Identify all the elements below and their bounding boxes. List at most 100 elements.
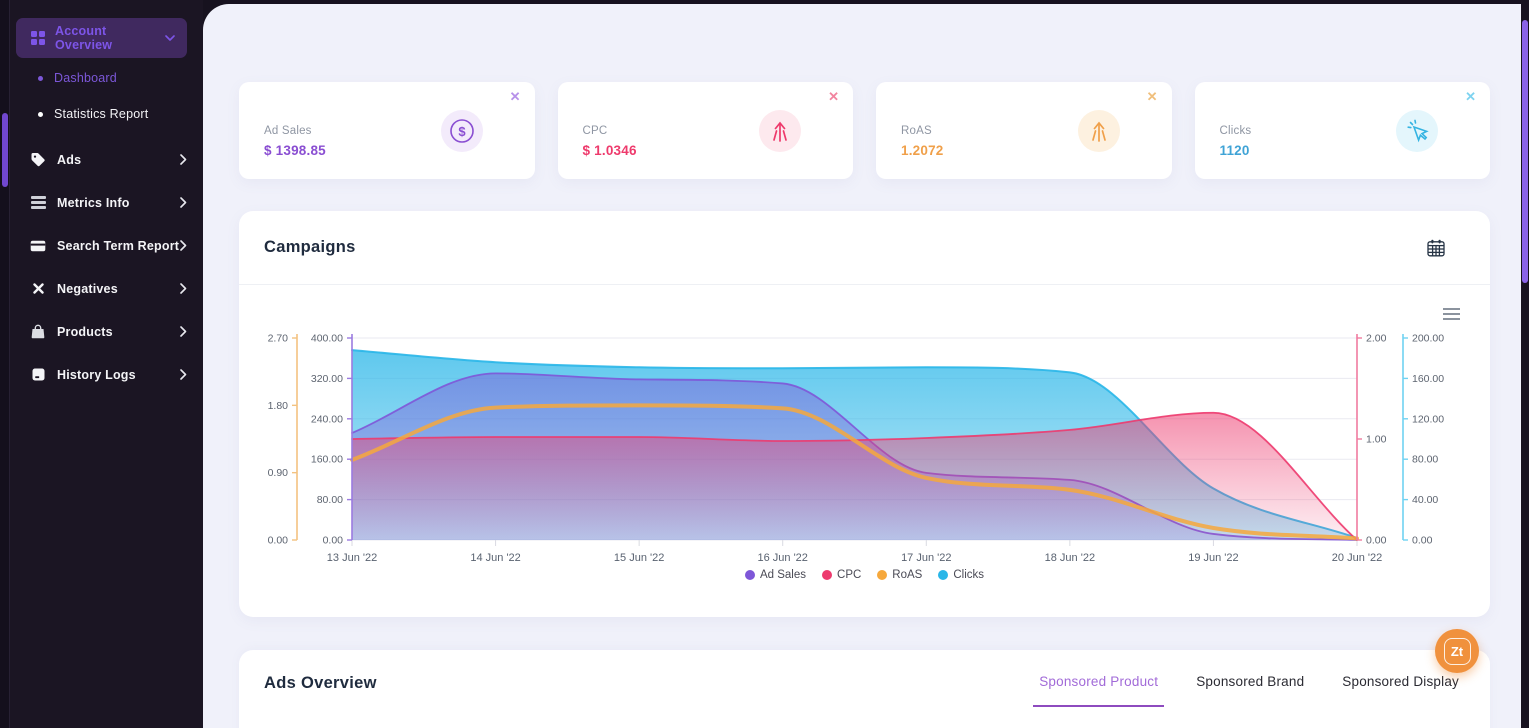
svg-text:40.00: 40.00 <box>1412 494 1438 506</box>
stat-card-clicks: ✕ Clicks 1120 <box>1194 82 1490 179</box>
ads-overview-title: Ads Overview <box>264 674 377 692</box>
svg-text:2.00: 2.00 <box>1366 333 1387 345</box>
campaigns-title: Campaigns <box>264 238 356 256</box>
sidebar-item-label: Search Term Report <box>57 238 180 253</box>
legend-item[interactable]: Ad Sales <box>744 569 807 581</box>
sidebar-item-label: Account Overview <box>55 24 113 52</box>
svg-text:320.00: 320.00 <box>311 373 343 385</box>
sidebar-item-label: Ads <box>57 152 82 167</box>
stat-label: Ad Sales <box>264 125 312 137</box>
legend-label: Ad Sales <box>759 569 807 581</box>
stat-value: 1.2072 <box>901 143 944 158</box>
stat-value: $ 1.0346 <box>582 143 637 158</box>
stat-card-cpc: ✕ CPC $ 1.0346 <box>557 82 853 179</box>
sidebar-item-statistics-report[interactable]: Statistics Report <box>10 96 203 132</box>
sidebar-scrollbar-thumb[interactable] <box>2 113 8 187</box>
ads-overview-card: Ads Overview Sponsored Product Sponsored… <box>239 650 1490 728</box>
page-scrollbar[interactable] <box>1521 0 1529 728</box>
sidebar-item-label: Dashboard <box>54 71 117 85</box>
chevron-right-icon <box>180 283 187 294</box>
close-icon[interactable]: ✕ <box>828 89 839 104</box>
stat-cards-row: ✕ Ad Sales $ 1398.85 $ ✕ CPC $ 1.0346 ✕ … <box>239 82 1490 179</box>
dollar-circle-icon: $ <box>440 109 483 152</box>
grid-icon <box>30 31 46 45</box>
svg-text:1.00: 1.00 <box>1366 434 1387 446</box>
campaigns-chart: 0.00 0.90 1.80 2.70 0.00 80.00 160.00 240.00 320… <box>239 306 1490 568</box>
svg-text:16 Jun '22: 16 Jun '22 <box>758 552 808 564</box>
sidebar-item-label: Statistics Report <box>54 107 149 121</box>
svg-text:0.00: 0.00 <box>323 535 344 547</box>
stat-value: $ 1398.85 <box>264 143 326 158</box>
legend-item[interactable]: CPC <box>822 569 861 581</box>
svg-text:120.00: 120.00 <box>1412 413 1444 425</box>
bars-icon <box>30 196 46 209</box>
legend-label: RoAS <box>892 569 923 581</box>
chevron-down-icon <box>165 34 175 42</box>
sidebar-item-account-overview[interactable]: Account Overview <box>16 18 187 58</box>
chevron-right-icon <box>180 154 187 165</box>
stat-card-roas: ✕ RoAS 1.2072 <box>876 82 1172 179</box>
sidebar-item-history-logs[interactable]: History Logs <box>10 353 203 396</box>
tag-icon <box>30 152 46 167</box>
close-icon[interactable]: ✕ <box>509 89 521 104</box>
svg-text:$: $ <box>458 124 466 139</box>
sidebar-scrollbar[interactable] <box>0 0 10 728</box>
legend-item[interactable]: Clicks <box>938 569 984 581</box>
sidebar: Account Overview Dashboard Statistics Re… <box>0 0 203 728</box>
svg-text:0.00: 0.00 <box>268 535 289 547</box>
chevron-right-icon <box>180 369 187 380</box>
sidebar-item-search-term-report[interactable]: Search Term Report <box>10 224 203 267</box>
cursor-click-icon <box>1396 109 1438 152</box>
legend-dot <box>938 570 949 580</box>
stat-label: CPC <box>582 125 608 137</box>
chevron-right-icon <box>180 240 187 251</box>
close-icon[interactable]: ✕ <box>1465 89 1476 104</box>
svg-text:80.00: 80.00 <box>1412 454 1438 466</box>
bag-icon <box>30 324 46 339</box>
svg-text:160.00: 160.00 <box>1412 373 1444 385</box>
legend-label: Clicks <box>953 569 985 581</box>
bullet-icon <box>38 75 43 81</box>
svg-text:200.00: 200.00 <box>1412 333 1444 345</box>
legend-dot <box>822 570 833 580</box>
bullet-icon <box>38 111 43 117</box>
sidebar-item-label: History Logs <box>57 367 136 382</box>
arrow-up-icon <box>759 109 801 152</box>
sidebar-item-metrics-info[interactable]: Metrics Info <box>10 181 203 224</box>
legend-item[interactable]: RoAS <box>877 569 922 581</box>
svg-text:17 Jun '22: 17 Jun '22 <box>901 552 951 564</box>
tab-sponsored-display[interactable]: Sponsored Display <box>1342 674 1459 689</box>
svg-text:18 Jun '22: 18 Jun '22 <box>1045 552 1095 564</box>
stat-label: RoAS <box>901 125 932 137</box>
stat-label: Clicks <box>1219 125 1252 137</box>
svg-text:19 Jun '22: 19 Jun '22 <box>1188 552 1238 564</box>
card-icon <box>30 240 46 252</box>
svg-text:2.70: 2.70 <box>268 333 289 345</box>
sidebar-item-negatives[interactable]: Negatives <box>10 267 203 310</box>
sidebar-item-ads[interactable]: Ads <box>10 138 203 181</box>
svg-text:160.00: 160.00 <box>311 454 343 466</box>
chart-menu-icon[interactable] <box>1443 308 1460 323</box>
tab-sponsored-brand[interactable]: Sponsored Brand <box>1196 674 1305 689</box>
page-scrollbar-thumb[interactable] <box>1522 20 1528 283</box>
calendar-icon[interactable] <box>1427 239 1445 257</box>
sidebar-item-products[interactable]: Products <box>10 310 203 353</box>
chevron-right-icon <box>180 326 187 337</box>
tab-sponsored-product[interactable]: Sponsored Product <box>1033 674 1165 707</box>
svg-text:80.00: 80.00 <box>317 494 343 506</box>
sidebar-item-label: Metrics Info <box>57 195 130 210</box>
campaigns-card: Campaigns 0.00 0.90 1.80 2.70 0.00 80.00 160.0… <box>239 211 1490 617</box>
close-icon[interactable]: ✕ <box>1146 89 1158 104</box>
stat-card-ad-sales: ✕ Ad Sales $ 1398.85 $ <box>239 82 535 179</box>
svg-text:0.00: 0.00 <box>1366 535 1387 547</box>
legend-dot <box>744 570 755 580</box>
stat-value: 1120 <box>1219 143 1250 158</box>
legend-label: CPC <box>837 569 862 581</box>
svg-text:1.80: 1.80 <box>268 400 289 412</box>
svg-text:0.90: 0.90 <box>268 467 289 479</box>
svg-text:0.00: 0.00 <box>1412 535 1433 547</box>
x-mark-icon <box>30 283 46 294</box>
svg-text:20 Jun '22: 20 Jun '22 <box>1332 552 1382 564</box>
sidebar-item-dashboard[interactable]: Dashboard <box>10 60 203 96</box>
zt-floating-button[interactable]: Zt <box>1435 629 1479 673</box>
